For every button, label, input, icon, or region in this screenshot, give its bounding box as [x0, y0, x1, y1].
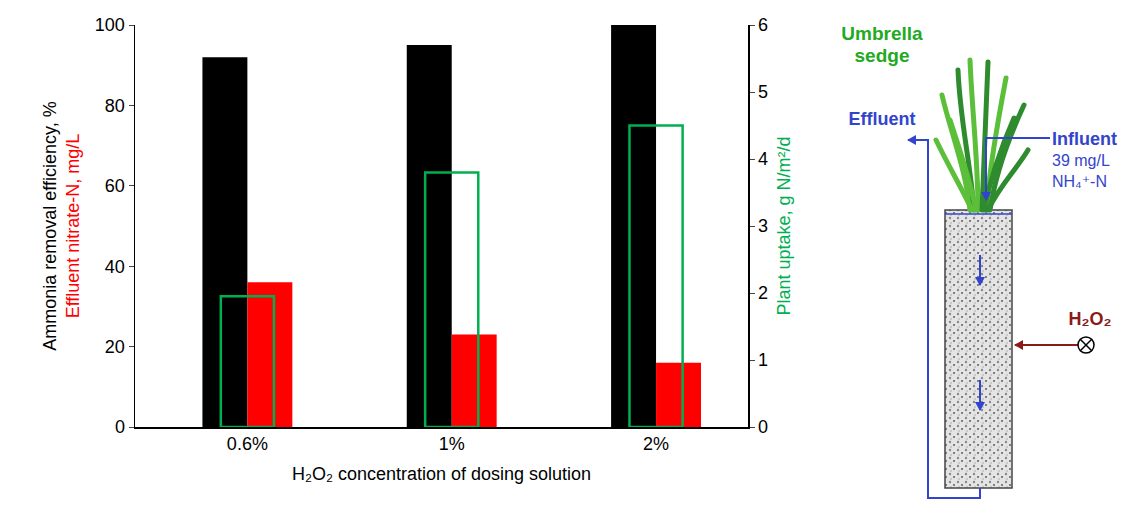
- svg-text:5: 5: [758, 82, 768, 102]
- svg-text:40: 40: [105, 257, 125, 277]
- svg-text:0.6%: 0.6%: [227, 434, 268, 454]
- svg-text:Umbrella: Umbrella: [841, 23, 923, 44]
- svg-text:60: 60: [105, 176, 125, 196]
- svg-text:Influent: Influent: [1052, 129, 1117, 149]
- svg-text:100: 100: [95, 15, 125, 35]
- svg-text:H₂O₂: H₂O₂: [1069, 309, 1112, 329]
- svg-text:H₂O₂ concentration of dosing s: H₂O₂ concentration of dosing solution: [292, 464, 591, 484]
- svg-text:2: 2: [758, 283, 768, 303]
- svg-text:sedge: sedge: [855, 45, 910, 66]
- svg-text:4: 4: [758, 149, 768, 169]
- svg-text:0: 0: [758, 417, 768, 437]
- svg-text:Effluent: Effluent: [849, 109, 916, 129]
- svg-text:20: 20: [105, 337, 125, 357]
- svg-text:Ammonia removal efficiency, %E: Ammonia removal efficiency, %Effluent ni…: [40, 101, 83, 350]
- svg-text:80: 80: [105, 96, 125, 116]
- svg-text:2%: 2%: [643, 434, 669, 454]
- svg-text:NH₄⁺-N: NH₄⁺-N: [1052, 173, 1107, 190]
- svg-text:6: 6: [758, 15, 768, 35]
- svg-text:3: 3: [758, 216, 768, 236]
- svg-text:0: 0: [115, 417, 125, 437]
- svg-text:1: 1: [758, 350, 768, 370]
- svg-text:Plant uptake, g N/m²/d: Plant uptake, g N/m²/d: [774, 136, 794, 315]
- svg-text:1%: 1%: [439, 434, 465, 454]
- svg-text:39 mg/L: 39 mg/L: [1052, 152, 1110, 169]
